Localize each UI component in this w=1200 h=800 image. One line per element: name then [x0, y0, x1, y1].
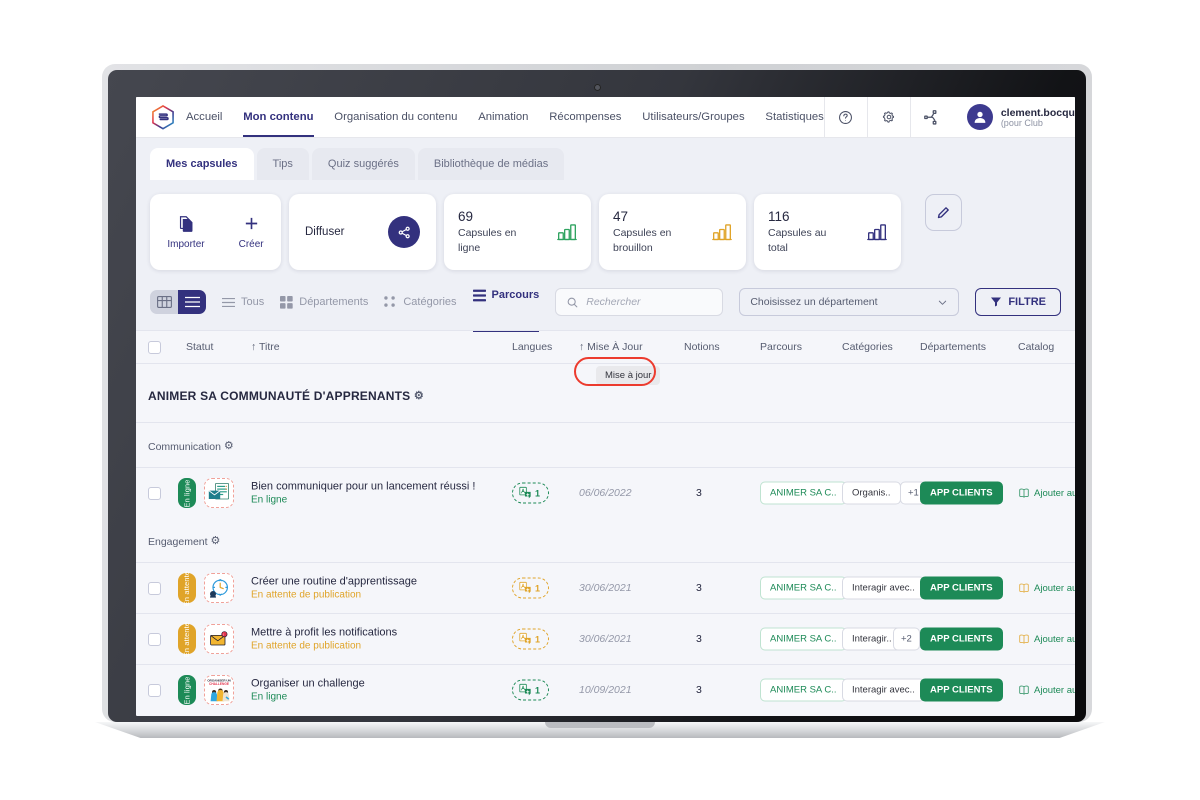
svg-text:CHALLENGE: CHALLENGE — [209, 682, 230, 686]
svg-text:!: ! — [223, 633, 224, 637]
